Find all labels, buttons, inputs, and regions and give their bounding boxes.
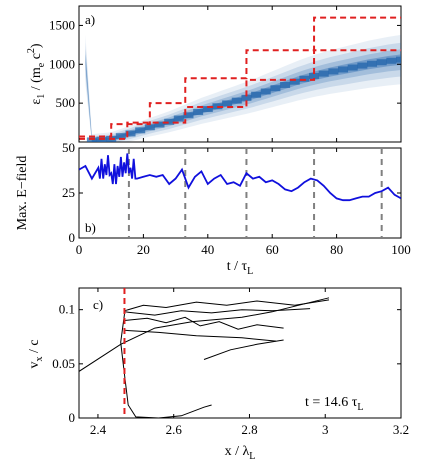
panel-b-xtick-label: 40: [201, 242, 214, 257]
heatmap-cell: [367, 60, 378, 67]
panel-a-step-series: [79, 16, 401, 140]
heatmap-cell: [328, 68, 339, 75]
heatmap-cell: [376, 59, 387, 66]
panel-b-ticks: 0 25 50 0 20 40 60 80 100: [62, 140, 411, 257]
heatmap-cell: [396, 56, 401, 63]
panel-b-ylabel: Max. E−field: [15, 156, 30, 231]
heatmap-cell: [222, 100, 233, 107]
panel-c-ticks: 0 0.05 0.1 2.4 2.6 2.8 3 3.2: [52, 288, 409, 437]
panel-c-xtick-label: 2.6: [166, 422, 183, 437]
panel-a-frame: [78, 5, 402, 143]
heatmap-cell: [164, 118, 175, 125]
panel-c-ytick-label: 0.1: [59, 302, 75, 317]
panel-a-ylabel: ε1 / (me c2): [26, 43, 47, 105]
panel-c-xlabel: x / λL: [225, 444, 256, 462]
panel-b-ytick-label: 50: [62, 140, 75, 155]
panel-b-xtick-label: 20: [137, 242, 150, 257]
panel-a-ytick-label: 500: [56, 95, 76, 110]
trajectory-path: [124, 299, 330, 312]
panel-a-ytick-label: 1500: [49, 17, 75, 32]
panel-b-label: b): [85, 220, 96, 235]
heatmap-cell: [173, 115, 184, 122]
panel-c-annotation: t = 14.6 τL: [305, 395, 364, 413]
panel-a-ytick-label: 1000: [49, 56, 75, 71]
panel-c-frame: [78, 287, 402, 419]
panel-b: 0 25 50 0 20 40 60 80 100 b) Max. E−field t / τL: [15, 140, 411, 277]
panel-b-xtick-label: 80: [330, 242, 343, 257]
heatmap-cell: [270, 85, 281, 92]
panel-c: 0 0.05 0.1 2.4 2.6 2.8 3 3.2 c) t = 14.6 τL vx …: [27, 287, 409, 462]
panel-c-ytick-label: 0.05: [52, 356, 75, 371]
panel-b-xtick-label: 60: [266, 242, 279, 257]
panel-b-xlabel: t / τL: [227, 259, 254, 277]
trajectory-path: [124, 316, 284, 330]
panel-a-ticks: 500 1000 1500: [49, 6, 402, 142]
panel-c-ylabel: vx / c: [27, 339, 45, 368]
heatmap-cell: [289, 78, 300, 85]
panel-b-ytick-label: 25: [62, 185, 75, 200]
panel-a-heatmap: [85, 34, 401, 142]
trajectory-path: [203, 339, 284, 360]
heatmap-cell: [251, 91, 262, 98]
heatmap-cell: [260, 88, 271, 95]
heatmap-cell: [202, 106, 213, 113]
heatmap-cell: [125, 130, 136, 137]
heatmap-cell: [183, 112, 194, 119]
heatmap-cell: [338, 66, 349, 73]
panel-c-trajectory: [79, 297, 330, 418]
heatmap-cell: [309, 72, 320, 79]
panel-c-xtick-label: 2.4: [90, 422, 107, 437]
heatmap-cell: [135, 127, 146, 134]
trajectory-path: [124, 329, 277, 342]
heatmap-cell: [154, 121, 165, 128]
e-field-line: [79, 153, 401, 202]
panel-c-ytick-label: 0: [69, 410, 76, 425]
panel-b-ytick-label: 0: [69, 230, 76, 245]
panel-b-vlines: [127, 148, 383, 238]
heatmap-cell: [193, 109, 204, 116]
panel-c-label: c): [93, 297, 103, 312]
heatmap-cell: [357, 62, 368, 69]
heatmap-cell: [115, 133, 126, 140]
heatmap-cell: [318, 70, 329, 77]
heatmap-cell: [347, 64, 358, 71]
trajectory-path: [120, 313, 212, 418]
heatmap-cell: [280, 81, 291, 88]
panel-c-xtick-label: 3.2: [393, 422, 409, 437]
panel-b-series: [79, 153, 401, 202]
panel-a: 500 1000 1500 a) ε1 / (me c2): [26, 5, 402, 143]
heatmap-cell: [241, 94, 252, 101]
trajectory-path: [79, 297, 330, 372]
heatmap-band: [85, 42, 401, 142]
panel-c-xtick-label: 3: [322, 422, 329, 437]
heatmap-cell: [144, 124, 155, 131]
heatmap-band: [85, 34, 401, 142]
panel-c-xtick-label: 2.8: [241, 422, 257, 437]
panel-a-label: a): [85, 12, 95, 27]
panel-b-xtick-label: 0: [76, 242, 83, 257]
panel-b-xtick-label: 100: [391, 242, 411, 257]
trajectory-path: [124, 308, 311, 316]
heatmap-cell: [299, 75, 310, 82]
step-line-upper: [79, 16, 401, 138]
heatmap-cell: [386, 57, 397, 64]
heatmap-cell: [231, 97, 242, 104]
